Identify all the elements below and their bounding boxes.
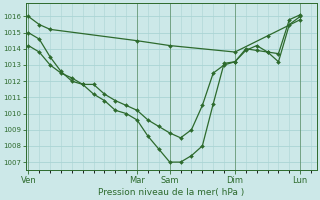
X-axis label: Pression niveau de la mer( hPa ): Pression niveau de la mer( hPa )	[98, 188, 244, 197]
